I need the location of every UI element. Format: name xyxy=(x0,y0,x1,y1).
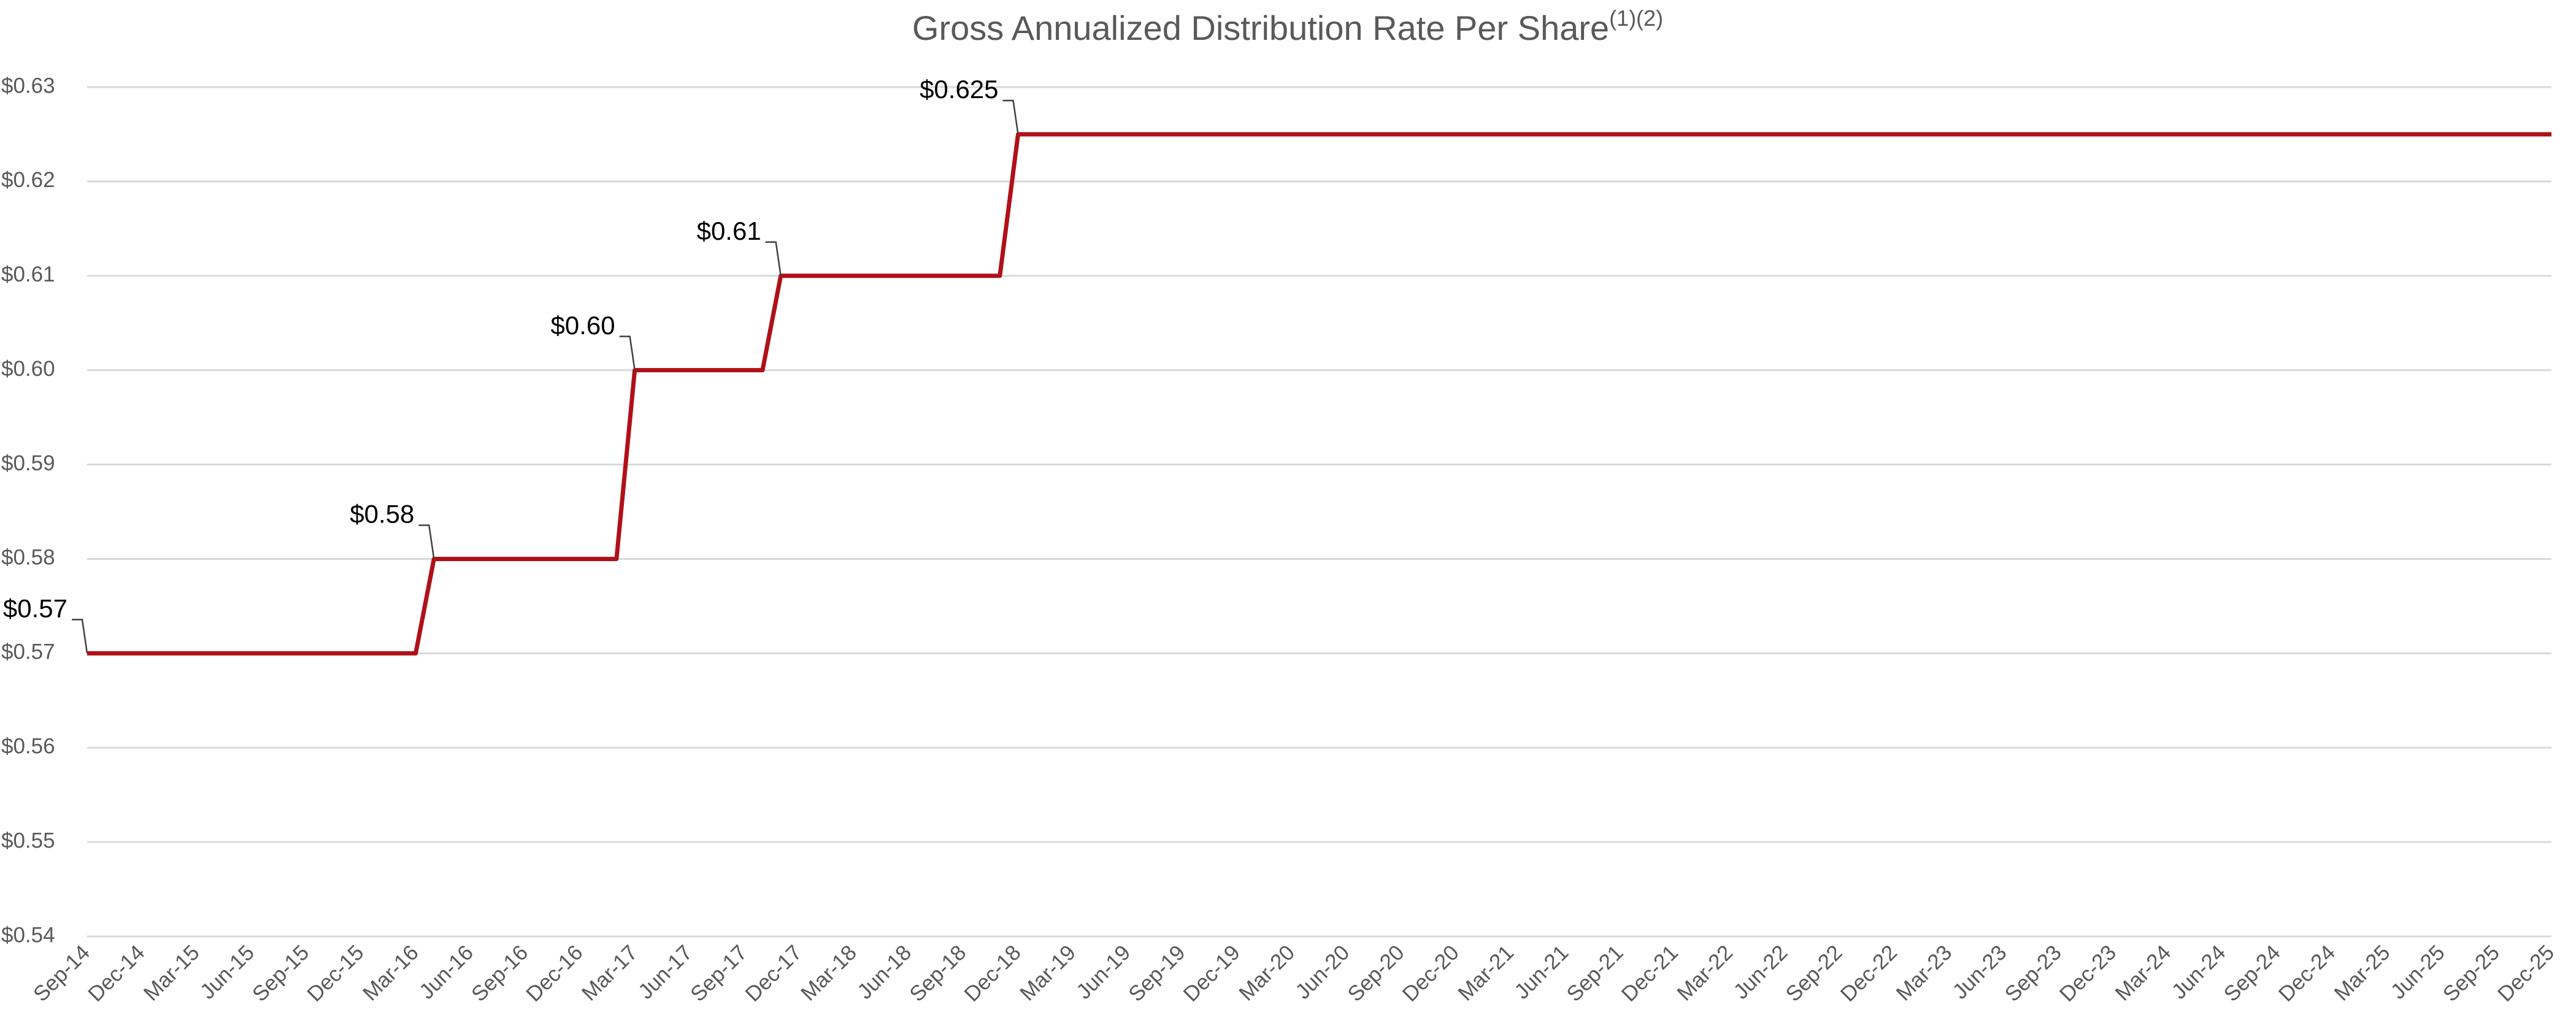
x-tick-label: Dec-18 xyxy=(959,941,1025,1006)
leader-line xyxy=(72,619,88,654)
x-tick-label: Sep-23 xyxy=(2000,941,2066,1006)
x-tick-label: Sep-21 xyxy=(1562,941,1628,1006)
x-tick-label: Dec-23 xyxy=(2055,941,2121,1006)
title-superscript: (1)(2) xyxy=(1609,6,1663,31)
x-tick-label: Jun-18 xyxy=(853,941,916,1004)
y-tick-label: $0.58 xyxy=(1,546,55,570)
x-tick-label: Mar-24 xyxy=(2110,941,2175,1006)
x-tick-label: Jun-23 xyxy=(1948,941,2011,1004)
y-tick-label: $0.62 xyxy=(1,168,55,192)
x-tick-label: Jun-17 xyxy=(634,941,697,1004)
x-tick-label: Mar-25 xyxy=(2329,941,2394,1006)
data-label: $0.625 xyxy=(920,75,998,104)
x-tick-label: Dec-15 xyxy=(302,941,368,1006)
y-tick-label: $0.60 xyxy=(1,357,55,381)
y-tick-label: $0.63 xyxy=(1,74,55,98)
leader-line xyxy=(619,335,636,370)
x-tick-label: Jun-22 xyxy=(1729,941,1792,1004)
y-tick-label: $0.57 xyxy=(1,640,55,664)
x-tick-label: Sep-17 xyxy=(686,941,752,1006)
x-tick-label: Dec-21 xyxy=(1617,941,1683,1006)
leader-line xyxy=(1002,99,1019,135)
y-tick-label: $0.54 xyxy=(1,923,55,947)
x-tick-label: Sep-19 xyxy=(1124,941,1190,1006)
leader-line xyxy=(418,524,435,559)
x-tick-label: Mar-18 xyxy=(796,941,861,1006)
x-tick-label: Mar-21 xyxy=(1453,941,1518,1006)
x-tick-label: Jun-20 xyxy=(1291,941,1354,1004)
x-tick-label: Dec-19 xyxy=(1178,941,1244,1006)
leader-line xyxy=(765,241,782,276)
x-tick-label: Dec-24 xyxy=(2274,941,2340,1006)
x-tick-label: Jun-24 xyxy=(2167,941,2230,1004)
x-tick-label: Jun-15 xyxy=(196,941,259,1004)
x-tick-label: Sep-24 xyxy=(2219,941,2285,1006)
x-tick-label: Sep-16 xyxy=(467,941,533,1006)
y-tick-label: $0.59 xyxy=(1,451,55,475)
x-tick-label: Dec-17 xyxy=(740,941,806,1006)
x-tick-label: Sep-22 xyxy=(1781,941,1847,1006)
data-label: $0.58 xyxy=(350,500,414,529)
x-tick-label: Jun-25 xyxy=(2386,941,2449,1004)
x-tick-label: Mar-17 xyxy=(577,941,642,1006)
x-tick-label: Jun-19 xyxy=(1072,941,1135,1004)
x-tick-label: Mar-23 xyxy=(1891,941,1956,1006)
x-tick-label: Mar-22 xyxy=(1672,941,1737,1006)
x-tick-label: Mar-19 xyxy=(1015,941,1080,1006)
x-tick-label: Dec-14 xyxy=(83,941,149,1006)
x-tick-label: Mar-16 xyxy=(358,941,423,1006)
x-tick-label: Sep-15 xyxy=(248,941,313,1006)
data-label: $0.60 xyxy=(551,311,615,340)
x-tick-label: Sep-18 xyxy=(905,941,971,1006)
title-text: Gross Annualized Distribution Rate Per S… xyxy=(912,9,1609,47)
x-tick-label: Dec-16 xyxy=(521,941,587,1006)
x-tick-label: Mar-20 xyxy=(1234,941,1299,1006)
data-label: $0.61 xyxy=(697,216,761,245)
x-tick-label: Dec-22 xyxy=(1836,941,1902,1006)
chart-title: Gross Annualized Distribution Rate Per S… xyxy=(912,6,1663,47)
x-tick-label: Dec-25 xyxy=(2493,941,2559,1006)
x-tick-label: Sep-25 xyxy=(2439,941,2504,1006)
data-line xyxy=(87,132,2551,656)
x-tick-label: Jun-21 xyxy=(1510,941,1573,1004)
x-tick-label: Dec-20 xyxy=(1398,941,1464,1006)
y-tick-label: $0.56 xyxy=(1,734,55,758)
y-tick-label: $0.55 xyxy=(1,828,55,852)
y-tick-label: $0.61 xyxy=(1,262,55,286)
x-tick-label: Jun-16 xyxy=(415,941,478,1004)
data-label: $0.57 xyxy=(3,594,67,622)
x-tick-label: Sep-20 xyxy=(1343,941,1409,1006)
x-tick-label: Sep-14 xyxy=(29,941,94,1006)
x-tick-label: Mar-15 xyxy=(139,941,204,1006)
